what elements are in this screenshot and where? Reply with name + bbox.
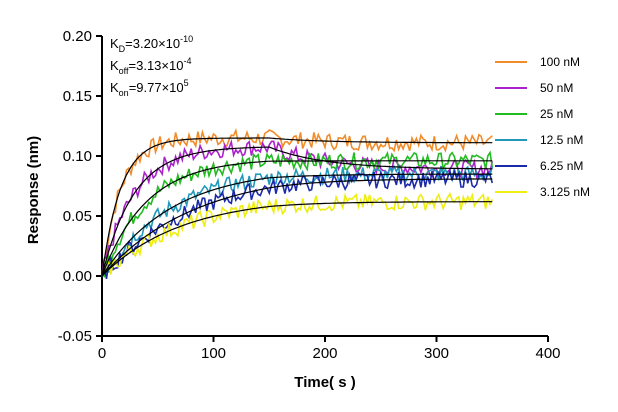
fit-line-1 (101, 146, 493, 277)
series-line-2 (101, 150, 494, 278)
y-tick-label: 0.20 (63, 28, 92, 45)
koff-text: Koff=3.13×10-4 (110, 56, 191, 76)
legend: 100 nM 50 nM 25 nM 12.5 nM 6.25 nM 3.125 nM (495, 55, 590, 199)
kinetic-constants: KD=3.20×10-10 Koff=3.13×10-4 Kon=9.77×10… (110, 34, 193, 98)
x-tick-label: 400 (535, 345, 560, 362)
fit-line-5 (101, 201, 493, 277)
fit-curves (101, 137, 493, 277)
legend-label: 50 nM (540, 81, 573, 95)
x-tick-label: 0 (98, 345, 106, 362)
legend-label: 100 nM (540, 55, 580, 69)
x-tick-label: 300 (424, 345, 449, 362)
x-tick-label: 100 (201, 345, 226, 362)
fit-line-0 (101, 137, 493, 277)
y-tick-label: -0.05 (58, 328, 92, 345)
y-tick-label: 0.10 (63, 148, 92, 165)
fit-line-4 (101, 178, 493, 277)
y-axis-title: Response (nm) (25, 136, 42, 244)
series-line-4 (101, 167, 494, 280)
y-tick-label: 0.00 (63, 268, 92, 285)
fit-line-3 (101, 173, 493, 277)
y-tick-label: 0.05 (63, 208, 92, 225)
axes: 0 100 200 300 400 -0.05 0.00 0.05 0.10 0.15 0.20 (58, 28, 561, 362)
axis-labels: Time( s ) Response (nm) (25, 136, 356, 391)
legend-label: 12.5 nM (540, 133, 583, 147)
x-tick-label: 200 (312, 345, 337, 362)
kon-text: Kon=9.77×105 (110, 78, 189, 98)
legend-label: 3.125 nM (540, 185, 590, 199)
legend-label: 25 nM (540, 107, 573, 121)
legend-label: 6.25 nM (540, 159, 583, 173)
kd-text: KD=3.20×10-10 (110, 34, 193, 54)
x-axis-title: Time( s ) (294, 374, 355, 391)
fit-line-2 (101, 160, 493, 277)
series-line-3 (101, 164, 494, 277)
series-line-5 (101, 192, 494, 275)
y-tick-label: 0.15 (63, 88, 92, 105)
